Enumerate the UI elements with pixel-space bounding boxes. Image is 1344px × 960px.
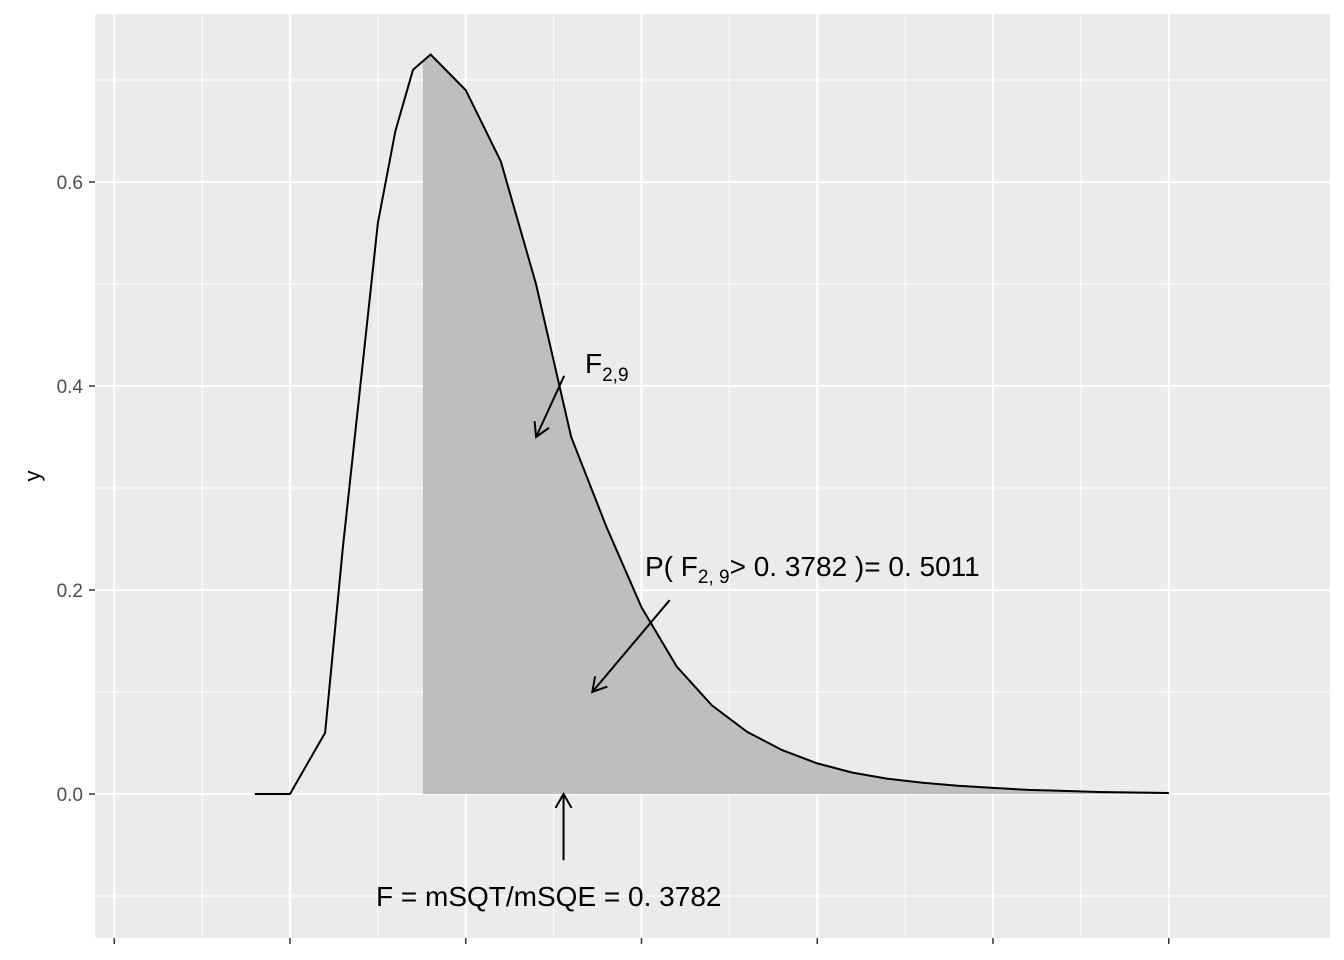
x-axis xyxy=(113,938,1170,944)
y-tick-label: 0.0 xyxy=(57,785,83,806)
y-axis-title: y xyxy=(20,471,45,482)
y-tick-label: 0.6 xyxy=(57,173,83,194)
f-statistic-arrowhead xyxy=(554,792,573,809)
probability-annotation: P( F2, 9> 0. 3782 )= 0. 5011 xyxy=(591,551,980,694)
curve-label-annotation: F2,9 xyxy=(533,348,629,439)
plot-panel xyxy=(95,14,1330,938)
f-statistic-label: F = mSQT/mSQE = 0. 3782 xyxy=(376,881,721,912)
y-tick-label: 0.4 xyxy=(57,377,84,398)
density-curve xyxy=(254,53,1169,795)
probability-label: P( F2, 9> 0. 3782 )= 0. 5011 xyxy=(645,551,980,588)
shaded-tail-area xyxy=(422,54,1169,794)
grid-minor xyxy=(95,14,1330,938)
y-tick-label: 0.2 xyxy=(57,581,83,602)
f-statistic-annotation: F = mSQT/mSQE = 0. 3782 xyxy=(376,792,721,912)
curve-label: F2,9 xyxy=(585,348,629,386)
probability-arrowhead xyxy=(591,676,608,694)
curve-label-arrowhead xyxy=(533,420,550,439)
y-axis: 0.0 0.2 0.4 0.6 xyxy=(57,173,95,806)
curve-label-arrow xyxy=(535,375,566,438)
probability-arrow xyxy=(591,599,671,693)
